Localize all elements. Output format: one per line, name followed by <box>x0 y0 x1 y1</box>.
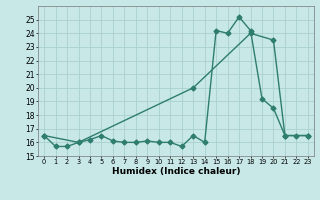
X-axis label: Humidex (Indice chaleur): Humidex (Indice chaleur) <box>112 167 240 176</box>
